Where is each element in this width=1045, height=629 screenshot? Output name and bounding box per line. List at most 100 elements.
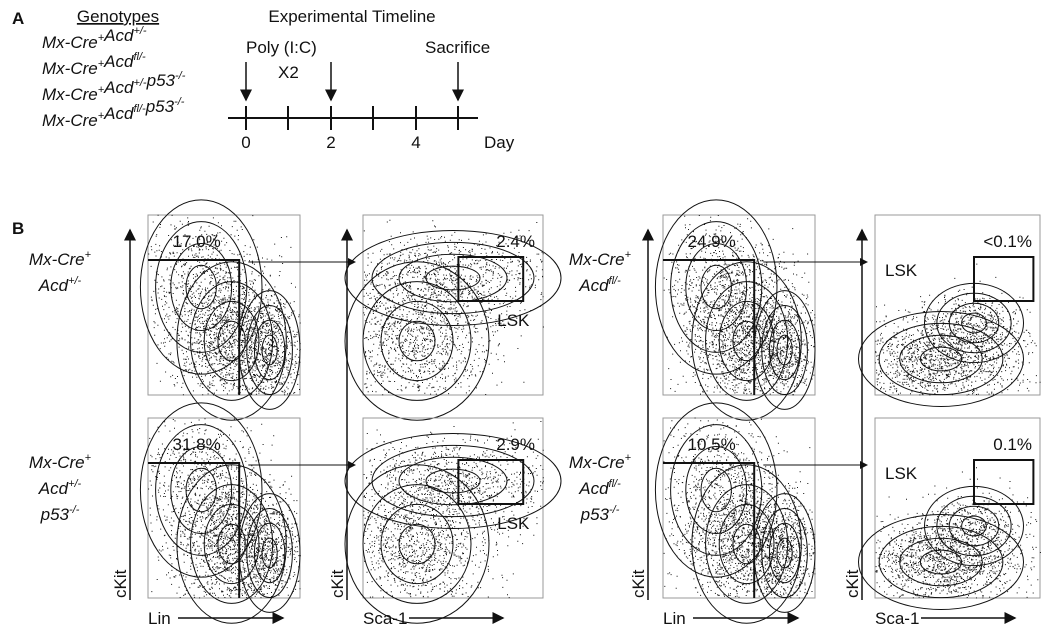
contour	[253, 522, 286, 584]
genotype-sup: +/-	[133, 77, 146, 89]
genotype: Acd+/-	[38, 275, 82, 295]
genotype-sup: -/-	[174, 96, 185, 108]
y-axis-label: cKit	[328, 569, 347, 598]
contour	[190, 484, 274, 604]
contour	[139, 199, 263, 375]
events	[663, 417, 816, 599]
genotype-base: Acd	[103, 104, 134, 123]
contour	[398, 456, 508, 506]
genotype-base: Mx-Cre	[29, 453, 85, 472]
contour	[398, 253, 508, 303]
contour	[961, 312, 987, 334]
plot-frame	[874, 417, 1041, 599]
poly-label: Poly (I:C)	[246, 38, 317, 57]
contour	[718, 503, 775, 585]
genotype: p53-/-	[40, 504, 80, 524]
genotype-base: Acd	[103, 52, 134, 71]
genotype-base: Mx-Cre	[42, 111, 98, 130]
genotype-sup: +/-	[68, 275, 81, 287]
y-axis-label: cKit	[111, 569, 130, 598]
genotype-sup: fl/-	[609, 478, 622, 490]
contour	[919, 346, 963, 372]
contour	[919, 549, 963, 575]
contour	[155, 221, 248, 353]
genotype-sup: -/-	[175, 70, 186, 82]
genotype-base: Acd	[578, 276, 609, 295]
plot-frame	[662, 417, 816, 599]
contour	[344, 261, 490, 421]
lsk-gate-pct: <0.1%	[983, 232, 1032, 251]
genotype-sup: +	[625, 249, 632, 261]
genotype: Mx-Cre+Acdfl/-	[42, 51, 146, 78]
contour	[685, 445, 748, 535]
contour	[170, 445, 233, 535]
genotype-sup: fl/-	[133, 51, 146, 63]
contour	[425, 265, 481, 291]
contour	[761, 304, 808, 396]
genotype-sup: +/-	[68, 478, 81, 490]
contour	[217, 523, 246, 565]
sacrifice-label: Sacrifice	[425, 38, 490, 57]
contour	[878, 525, 1004, 599]
contour	[176, 464, 287, 624]
genotype-sup: +	[98, 58, 105, 70]
lin-gate	[663, 462, 756, 598]
genotype-sup: +	[98, 32, 105, 44]
contour	[948, 505, 1000, 547]
contour	[700, 467, 732, 513]
events	[875, 263, 1041, 396]
genotype-base: p53	[40, 505, 70, 524]
lsk-gate	[973, 459, 1035, 505]
contour	[878, 322, 1004, 396]
panel-label: A	[12, 9, 24, 28]
contour	[246, 507, 293, 599]
lsk-gate	[973, 256, 1035, 302]
genotype: p53-/-	[580, 504, 620, 524]
lsk-gate	[457, 459, 525, 505]
x-axis-label: Sca-1	[363, 609, 407, 628]
plot-frame	[362, 417, 544, 599]
genotype: Mx-Cre+Acd+/-	[42, 25, 147, 52]
contour	[691, 464, 802, 624]
genotype-sup: fl/-	[133, 103, 146, 115]
contour	[203, 503, 260, 585]
lin-gate-pct: 17.0%	[173, 232, 221, 251]
lin-gate	[148, 259, 241, 395]
contour	[753, 290, 816, 410]
genotype-base: Mx-Cre	[569, 250, 625, 269]
lsk-label: LSK	[885, 261, 918, 280]
genotype: Mx-Cre+	[29, 249, 92, 269]
genotype-sup: +	[85, 452, 92, 464]
x-axis-label: Lin	[148, 609, 171, 628]
y-axis-label: cKit	[843, 569, 862, 598]
lin-gate	[148, 462, 241, 598]
contour	[700, 264, 732, 310]
lsk-label: LSK	[497, 514, 530, 533]
lsk-label: LSK	[885, 464, 918, 483]
genotype-base: Mx-Cre	[42, 33, 98, 52]
genotype-base: Acd	[38, 479, 69, 498]
genotype-sup: +	[625, 452, 632, 464]
contour	[670, 424, 763, 556]
lsk-label: LSK	[497, 311, 530, 330]
x-axis-label: Sca-1	[875, 609, 919, 628]
genotype-sup: fl/-	[609, 275, 622, 287]
contour	[185, 264, 217, 310]
genotype-base: Mx-Cre	[42, 85, 98, 104]
genotype-sup: +/-	[133, 25, 146, 37]
contour	[936, 292, 1012, 354]
day-label: 2	[326, 133, 335, 152]
contour	[670, 221, 763, 353]
lsk-gate-pct: 0.1%	[993, 435, 1032, 454]
contour	[705, 484, 789, 604]
genotype-base: Mx-Cre	[42, 59, 98, 78]
contour	[398, 523, 436, 565]
contour	[155, 424, 248, 556]
plot-frame	[874, 214, 1041, 396]
day-label: 4	[411, 133, 420, 152]
contour	[654, 199, 778, 375]
contour	[362, 281, 472, 401]
lin-gate	[663, 259, 756, 395]
plot-frame	[147, 417, 301, 599]
